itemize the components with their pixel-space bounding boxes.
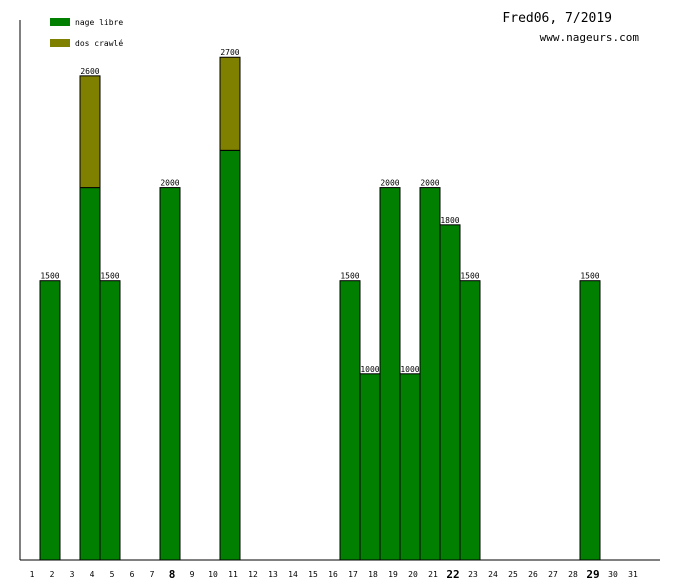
value-label-day-19: 2000	[380, 179, 399, 188]
x-tick-label-6: 6	[130, 570, 135, 579]
value-label-day-8: 2000	[160, 179, 179, 188]
value-label-day-4: 2600	[80, 67, 99, 76]
bar-segment-nage-libre-day-29	[579, 280, 601, 561]
legend-label-dos-crawle: dos crawlé	[75, 38, 123, 48]
legend-label-nage-libre: nage libre	[75, 18, 123, 27]
x-tick-label-18: 18	[368, 570, 378, 579]
x-tick-label-16: 16	[328, 570, 338, 579]
x-tick-label-8: 8	[169, 568, 176, 580]
x-tick-label-25: 25	[508, 570, 518, 579]
value-label-day-5: 1500	[100, 272, 119, 281]
bar-segment-nage-libre-day-20	[399, 373, 421, 561]
bar-segment-nage-libre-day-4	[79, 187, 101, 561]
bar-segment-nage-libre-day-21	[419, 187, 441, 561]
x-tick-label-20: 20	[408, 570, 418, 579]
bar-segment-nage-libre-day-19	[379, 187, 401, 561]
x-tick-label-29: 29	[586, 568, 599, 580]
x-tick-label-24: 24	[488, 570, 498, 579]
legend-swatch-dos-crawle	[50, 39, 70, 47]
bar-segment-nage-libre-day-2	[39, 280, 61, 561]
value-label-day-23: 1500	[460, 272, 479, 281]
value-label-day-17: 1500	[340, 272, 359, 281]
bar-segment-nage-libre-day-11	[219, 149, 241, 561]
bar-segment-nage-libre-day-8	[159, 187, 181, 561]
bar-segment-nage-libre-day-17	[339, 280, 361, 561]
x-tick-label-12: 12	[248, 570, 258, 579]
bar-segment-nage-libre-day-22	[439, 224, 461, 561]
bar-segment-dos-crawle-day-4	[79, 75, 101, 189]
x-tick-label-23: 23	[468, 570, 478, 579]
x-tick-label-7: 7	[150, 570, 155, 579]
x-tick-label-13: 13	[268, 570, 278, 579]
chart-title: Fred06, 7/2019	[502, 11, 612, 26]
value-label-day-22: 1800	[440, 216, 459, 225]
x-tick-label-5: 5	[110, 570, 115, 579]
value-label-day-2: 1500	[40, 272, 59, 281]
value-label-day-21: 2000	[420, 179, 439, 188]
x-tick-label-19: 19	[388, 570, 398, 579]
x-tick-label-14: 14	[288, 570, 298, 579]
x-tick-label-22: 22	[446, 568, 459, 580]
x-tick-label-26: 26	[528, 570, 538, 579]
x-tick-label-27: 27	[548, 570, 558, 579]
x-tick-label-4: 4	[90, 570, 95, 579]
value-label-day-18: 1000	[360, 365, 379, 374]
x-tick-label-31: 31	[628, 570, 638, 579]
value-label-day-20: 1000	[400, 365, 419, 374]
bar-segment-nage-libre-day-5	[99, 280, 121, 561]
x-tick-label-15: 15	[308, 570, 318, 579]
x-tick-label-11: 11	[228, 570, 238, 579]
x-tick-label-1: 1	[30, 570, 35, 579]
bar-segment-nage-libre-day-23	[459, 280, 481, 561]
chart-subtitle: www.nageurs.com	[540, 31, 640, 44]
legend-swatch-nage-libre	[50, 18, 70, 26]
x-tick-label-21: 21	[428, 570, 438, 579]
x-tick-label-17: 17	[348, 570, 358, 579]
value-label-day-11: 2700	[220, 48, 239, 57]
x-tick-label-10: 10	[208, 570, 218, 579]
x-tick-label-9: 9	[190, 570, 195, 579]
bar-segment-nage-libre-day-18	[359, 373, 381, 561]
x-tick-label-30: 30	[608, 570, 618, 579]
x-tick-label-28: 28	[568, 570, 578, 579]
bar-segment-dos-crawle-day-11	[219, 56, 241, 151]
value-label-day-29: 1500	[580, 272, 599, 281]
x-tick-label-3: 3	[70, 570, 75, 579]
x-tick-label-2: 2	[50, 570, 55, 579]
